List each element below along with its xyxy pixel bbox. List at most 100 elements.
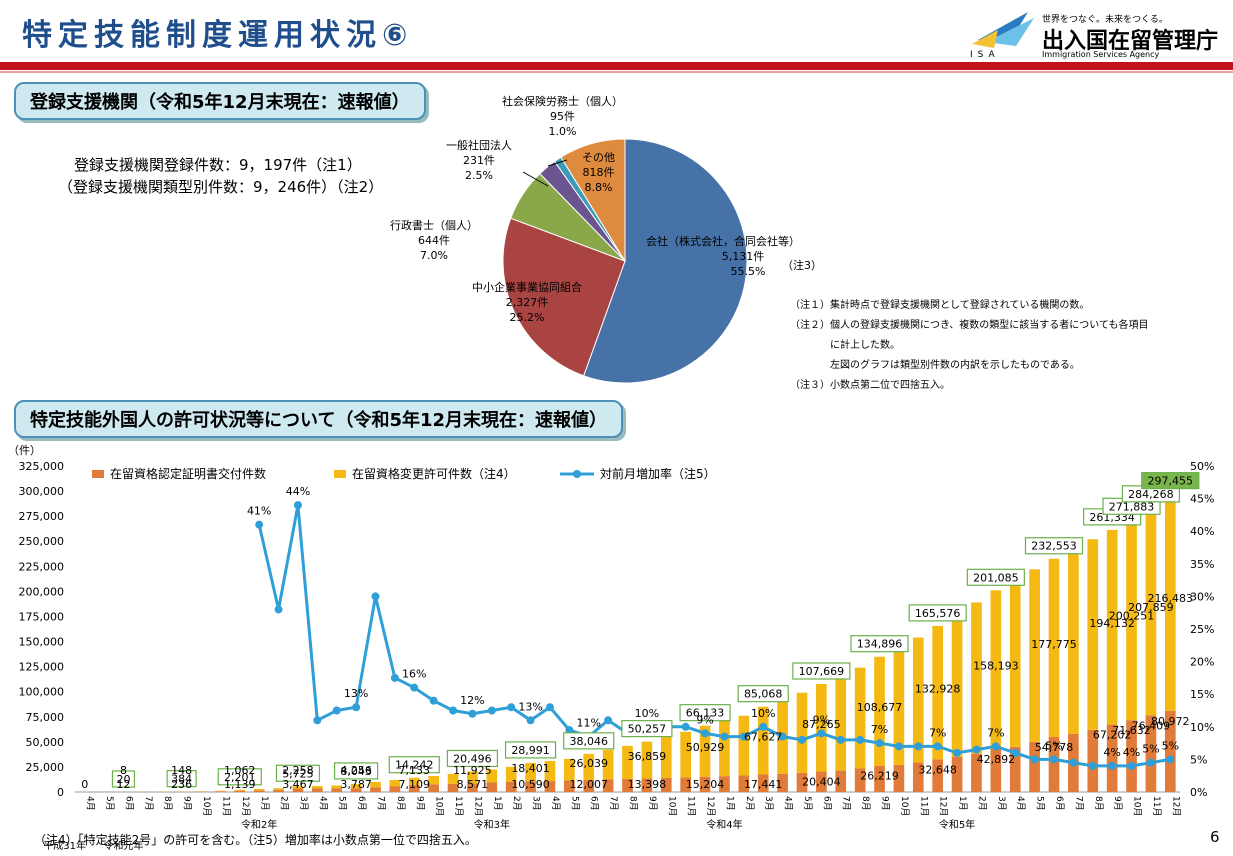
rate-label: 44% bbox=[286, 485, 310, 498]
note-line: 左図のグラフは類型別件数の内訳を示したものである。 bbox=[790, 360, 1080, 371]
pie-label-count: 818件 bbox=[582, 166, 615, 179]
bar-segment-a bbox=[757, 774, 769, 792]
x-tick-label: 9月 bbox=[1112, 796, 1123, 811]
note-line: （注２）個人の登録支援機関につき、複数の類型に該当する者についても各項目 bbox=[790, 320, 1149, 331]
rate-point bbox=[797, 735, 806, 744]
total-label-box bbox=[504, 741, 557, 759]
seg-a-label: 76,409 bbox=[1132, 719, 1171, 732]
bar-segment-b bbox=[292, 786, 304, 789]
bar-segment-a bbox=[622, 778, 633, 792]
x-tick-label: 9月 bbox=[880, 796, 891, 811]
x-tick-label: 8月 bbox=[1093, 796, 1104, 811]
bar-segment-a bbox=[1048, 737, 1060, 792]
rate-point bbox=[410, 683, 419, 692]
pie-slice bbox=[502, 217, 626, 377]
x-tick-label: 10月 bbox=[899, 796, 910, 816]
seg-a-label: 20,404 bbox=[802, 776, 841, 789]
total-label-box bbox=[792, 662, 851, 680]
x-tick-label: 1月 bbox=[259, 796, 270, 811]
x-tick-label: 9月 bbox=[182, 796, 193, 811]
seg-a-label: 7,109 bbox=[399, 778, 431, 791]
total-label-box bbox=[111, 770, 136, 788]
rate-point bbox=[894, 742, 903, 751]
bar-segment-a bbox=[1145, 715, 1157, 792]
total-label-box bbox=[908, 604, 967, 622]
bar-segment-a bbox=[777, 773, 788, 792]
rate-point bbox=[759, 722, 768, 731]
leader-line bbox=[547, 159, 568, 167]
seg-b-label: 8 bbox=[120, 764, 127, 777]
x-tick-label: 5月 bbox=[802, 796, 813, 811]
bar-segment-a bbox=[680, 777, 691, 792]
total-label-box bbox=[333, 762, 379, 780]
bar-segment-a bbox=[660, 777, 672, 792]
bar-segment-b bbox=[1164, 493, 1176, 711]
rate-label: 12% bbox=[460, 694, 484, 707]
total-label: 66,133 bbox=[686, 707, 725, 720]
bar-segment-b bbox=[719, 720, 730, 777]
bar-segment-b bbox=[350, 783, 362, 789]
x-tick-label: 6月 bbox=[1054, 796, 1065, 811]
year-label: 令和3年 bbox=[474, 818, 510, 831]
seg-b-label: 200,251 bbox=[1109, 610, 1155, 623]
rate-point bbox=[1108, 761, 1117, 770]
seg-b-label: 1,062 bbox=[224, 764, 256, 777]
y-tick-label: 125,000 bbox=[19, 661, 65, 674]
total-label: 201,085 bbox=[973, 571, 1019, 584]
x-tick-label: 11月 bbox=[220, 796, 231, 816]
legend-label-a: 在留資格認定証明書交付件数 bbox=[110, 466, 266, 481]
header-divider-thin bbox=[0, 71, 1233, 73]
seg-b-label: 2,258 bbox=[282, 764, 314, 777]
bar-segment-a bbox=[893, 764, 905, 792]
bar-segment-b bbox=[505, 766, 517, 782]
bar-segment-a bbox=[273, 789, 284, 792]
bar-segment-b bbox=[990, 590, 1002, 749]
pie-label-name: 社会保険労務士（個人） bbox=[502, 95, 623, 108]
y-tick-label: 200,000 bbox=[19, 585, 65, 598]
seg-b-label: 216,483 bbox=[1148, 592, 1194, 605]
seg-a-label: 26,219 bbox=[860, 770, 899, 783]
x-tick-label: 5月 bbox=[104, 796, 115, 811]
rate-point bbox=[449, 706, 458, 715]
rate-point bbox=[914, 742, 923, 751]
pie-label-gyosei: 行政書士（個人） 644件 7.0% bbox=[390, 218, 478, 263]
rate-point bbox=[565, 726, 574, 735]
bar-segment-b bbox=[583, 753, 595, 780]
bar-segment-a bbox=[854, 768, 866, 792]
bar-segment-a bbox=[738, 775, 750, 792]
rate-label: 7% bbox=[987, 726, 1004, 739]
rate-label: 5% bbox=[1045, 739, 1062, 752]
y-tick-label: 25,000 bbox=[26, 761, 65, 774]
y2-tick-label: 15% bbox=[1190, 688, 1214, 701]
pie-label-pct: 2.5% bbox=[465, 169, 493, 182]
seg-b-label: 36,859 bbox=[628, 750, 667, 763]
rate-point bbox=[1166, 755, 1175, 764]
total-label: 284,268 bbox=[1128, 488, 1174, 501]
bar-segment-a bbox=[1164, 710, 1176, 792]
bar-segment-b bbox=[699, 725, 711, 777]
rate-point bbox=[1030, 755, 1039, 764]
bar-segment-a bbox=[951, 756, 963, 792]
bar-segment-b bbox=[525, 762, 536, 782]
rate-point bbox=[875, 739, 884, 748]
seg-b-label: 67,627 bbox=[744, 731, 783, 744]
x-tick-label: 3月 bbox=[763, 796, 774, 811]
rate-label: 7% bbox=[871, 723, 888, 736]
rate-label: 13% bbox=[518, 700, 542, 713]
rate-point bbox=[856, 735, 865, 744]
bar-segment-a bbox=[311, 788, 323, 792]
registration-count-line1: 登録支援機関登録件数：9，197件（注1） bbox=[74, 156, 362, 174]
x-tick-label: 2月 bbox=[976, 796, 987, 811]
notes-block: （注１）集計時点で登録支援機関として登録されている機関の数。 （注２）個人の登録… bbox=[790, 296, 1149, 396]
pie-label-name: 一般社団法人 bbox=[446, 139, 512, 152]
x-tick-label: 6月 bbox=[589, 796, 600, 811]
seg-a-label: 3,787 bbox=[340, 778, 372, 791]
seg-b-label: 7,133 bbox=[399, 764, 431, 777]
bar-segment-a bbox=[796, 772, 808, 792]
year-label: 令和4年 bbox=[706, 818, 742, 831]
total-label-box bbox=[166, 770, 197, 788]
y-tick-label: 325,000 bbox=[19, 460, 65, 473]
rate-label: 9% bbox=[696, 713, 713, 726]
bar-segment-a bbox=[292, 788, 304, 792]
total-label-box bbox=[621, 719, 673, 738]
